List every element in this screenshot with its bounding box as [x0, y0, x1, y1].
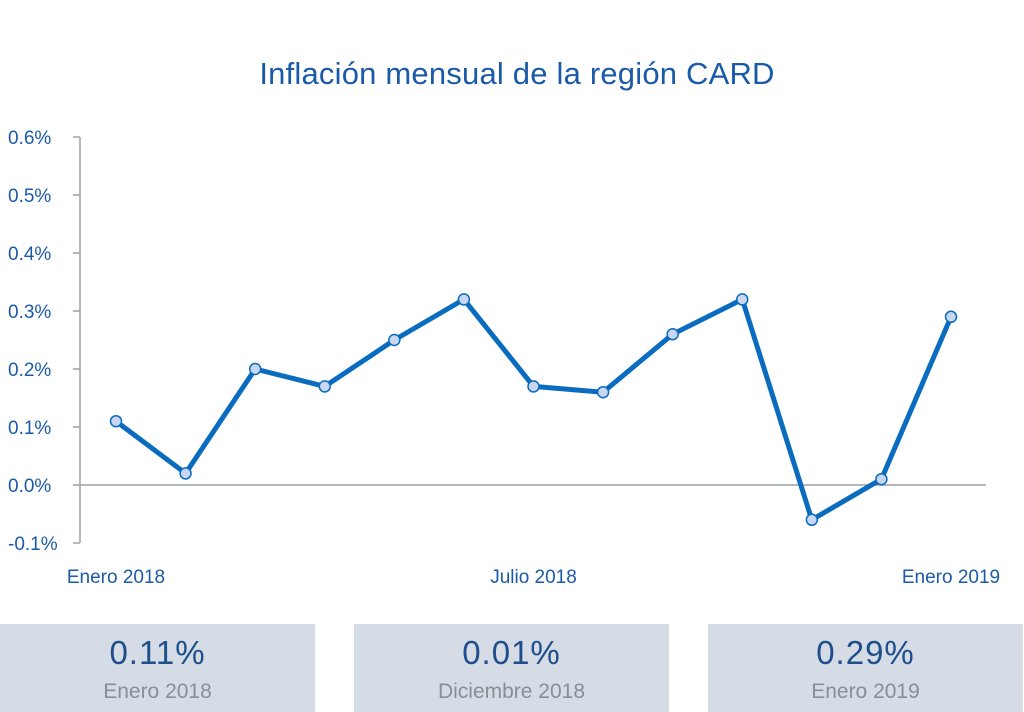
summary-card-december-2018: 0.01% Diciembre 2018: [354, 624, 669, 712]
summary-card-january-2018: 0.11% Enero 2018: [0, 624, 315, 712]
data-point: [457, 293, 471, 306]
card-value: 0.01%: [462, 634, 561, 671]
data-point: [527, 380, 540, 393]
x-tick-label: Julio 2018: [490, 567, 577, 588]
y-tick-label: 0.6%: [8, 128, 51, 149]
summary-cards: 0.11% Enero 2018 0.01% Diciembre 2018 0.…: [0, 624, 1024, 712]
card-label: Enero 2018: [103, 680, 212, 703]
data-point: [109, 414, 123, 428]
y-tick-label: 0.4%: [8, 244, 51, 265]
summary-card-january-2019: 0.29% Enero 2019: [708, 624, 1023, 712]
series-inflation: [109, 293, 958, 527]
data-point: [805, 513, 819, 527]
card-label: Enero 2019: [811, 680, 920, 703]
y-tick-label: 0.5%: [8, 186, 51, 207]
y-tick-label: 0.2%: [8, 360, 51, 381]
data-point: [318, 380, 331, 393]
y-tick-label: 0.1%: [8, 418, 51, 439]
chart-title: Inflación mensual de la región CARD: [259, 56, 775, 91]
data-point: [388, 333, 401, 347]
y-tick-label: -0.1%: [8, 534, 58, 555]
card-value: 0.11%: [109, 634, 206, 671]
y-tick-label: 0.3%: [8, 302, 51, 323]
y-tick-label: 0.0%: [8, 476, 51, 497]
data-point: [944, 310, 958, 324]
data-point: [179, 467, 192, 480]
data-point: [248, 362, 262, 376]
line-chart: 0.6% 0.5% 0.4% 0.3% 0.2% 0.1% 0.0% -0.1% Enero …: [8, 128, 1000, 588]
x-tick-label: Enero 2018: [67, 567, 165, 588]
series-line: [113, 296, 954, 523]
data-point: [666, 327, 679, 341]
x-axis: Enero 2018 Julio 2018 Enero 2019: [67, 484, 1000, 588]
x-tick-label: Enero 2019: [902, 567, 1000, 588]
y-axis: 0.6% 0.5% 0.4% 0.3% 0.2% 0.1% 0.0% -0.1%: [8, 128, 81, 555]
card-value: 0.29%: [816, 634, 915, 671]
data-point: [875, 472, 888, 486]
card-label: Diciembre 2018: [437, 680, 586, 703]
data-point: [736, 293, 749, 306]
data-point: [596, 385, 610, 399]
